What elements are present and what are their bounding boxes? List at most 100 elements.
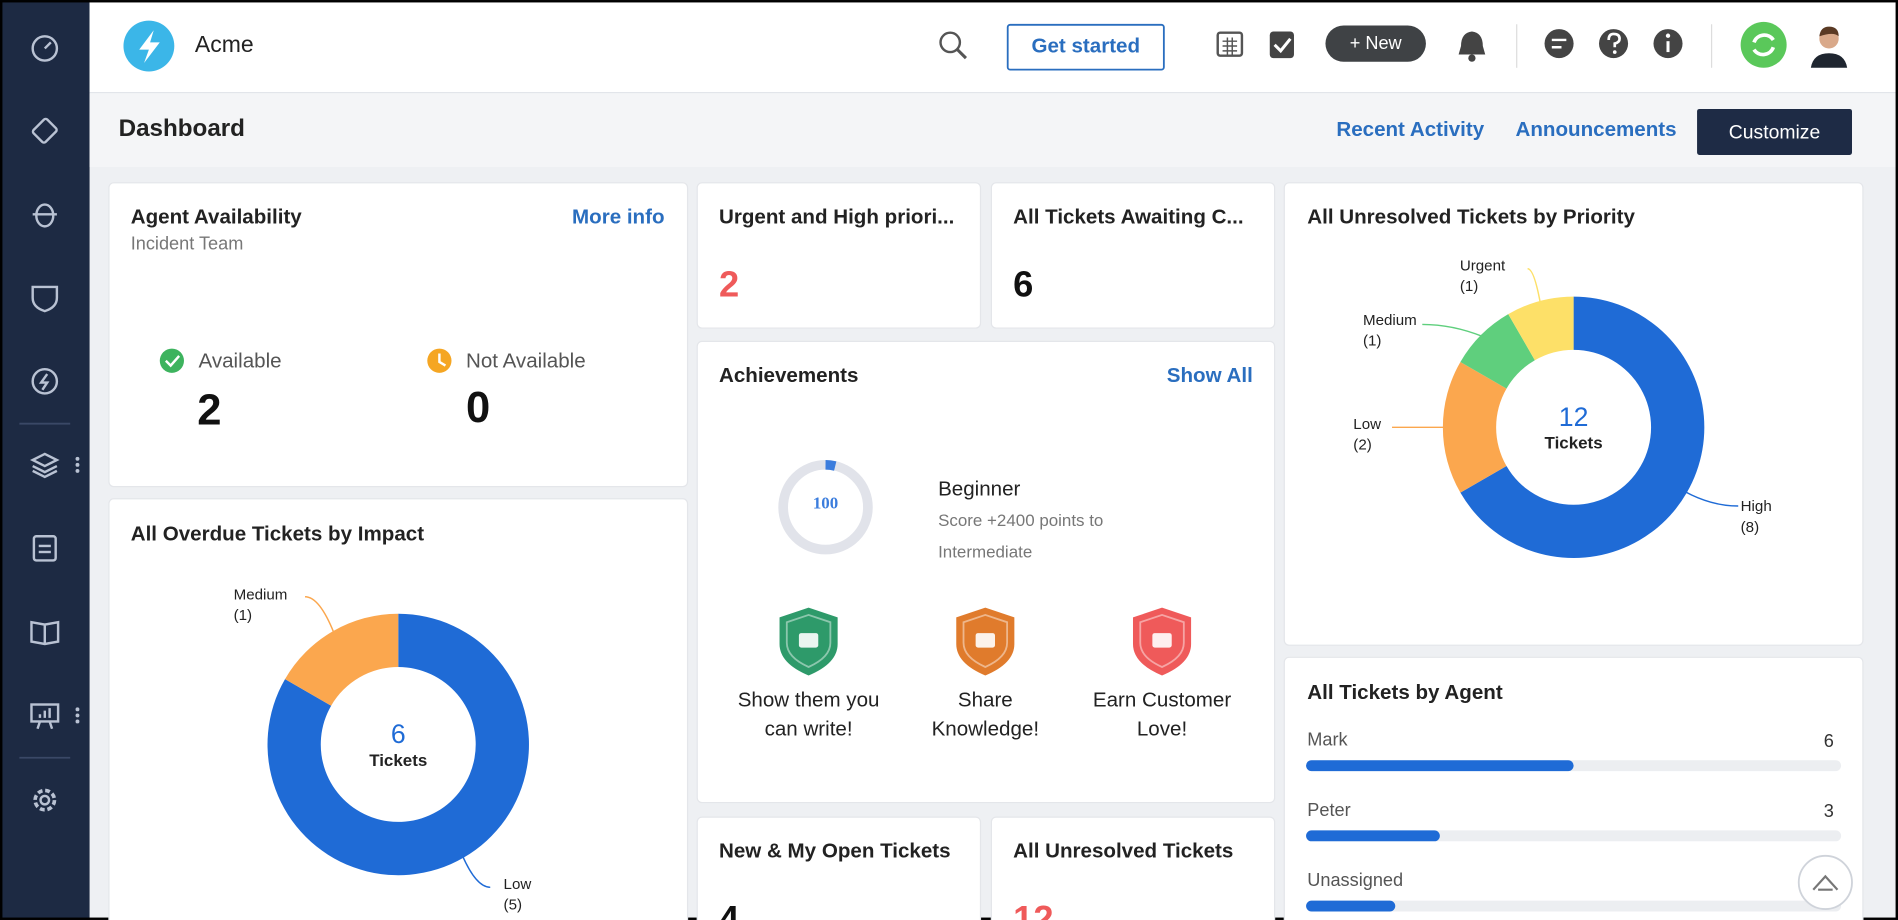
achievement-badge-label: can write!	[765, 717, 853, 740]
kebab-dot[interactable]	[75, 719, 80, 724]
ticket-count: 4	[719, 898, 739, 920]
donut-leader	[461, 855, 491, 889]
agent-bar-track	[1306, 830, 1842, 842]
get-started-label: Get started	[1032, 35, 1141, 58]
agent-bar	[1306, 830, 1440, 842]
achievement-badge-label: Share	[958, 688, 1013, 711]
agent-name: Mark	[1307, 730, 1348, 750]
help-icon-mark	[1607, 32, 1621, 48]
achievement-badge-inner	[785, 613, 832, 668]
donut-segment	[1460, 296, 1705, 559]
ticket-count: 2	[719, 263, 739, 304]
card-link[interactable]: More info	[572, 205, 665, 228]
new-button-label: + New	[1350, 33, 1403, 53]
sidebar-icon[interactable]	[32, 203, 57, 228]
kebab-dot[interactable]	[75, 713, 80, 718]
agent-count: 6	[1824, 731, 1834, 751]
donut-total: 6	[391, 719, 406, 749]
kebab-dot[interactable]	[75, 462, 80, 467]
donut-value-label: (8)	[1741, 519, 1760, 536]
brand-logo-bolt	[139, 30, 160, 63]
achievement-badge-inner	[1139, 613, 1185, 668]
achievement-progress: Intermediate	[938, 543, 1032, 562]
donut-label: Low	[1353, 416, 1381, 433]
achievement-badge-label: Earn Customer	[1093, 688, 1231, 711]
card-title: All Tickets Awaiting C...	[1013, 205, 1243, 228]
sidebar-icon[interactable]	[30, 620, 60, 646]
get-started-button[interactable]	[1006, 23, 1165, 71]
sidebar-icon[interactable]	[31, 35, 59, 62]
notification-bell[interactable]	[1458, 31, 1486, 55]
calendar-icon-grid	[1222, 37, 1238, 55]
donut-label: High	[1741, 498, 1772, 515]
checklist-icon[interactable]	[1269, 31, 1294, 59]
card	[990, 816, 1276, 920]
icon-shape	[31, 368, 59, 395]
donut-leader	[1684, 490, 1739, 507]
sidebar-icon[interactable]	[31, 285, 59, 313]
sidebar-icon[interactable]	[31, 117, 58, 144]
header-link[interactable]: Announcements	[1515, 118, 1676, 141]
card	[696, 816, 982, 920]
sidebar-icon[interactable]	[32, 535, 57, 562]
calendar-icon[interactable]	[1216, 31, 1244, 57]
icon-shape	[38, 373, 50, 391]
icon-shape	[39, 794, 51, 806]
achievement-badge-label: Knowledge!	[932, 717, 1039, 740]
user-avatar-hair	[1819, 26, 1839, 37]
icon-shape	[30, 620, 60, 646]
search-icon[interactable]	[939, 31, 962, 54]
donut-leader	[304, 596, 335, 634]
achievement-badge-inner	[962, 613, 1009, 668]
achievement-level: Beginner	[938, 478, 1020, 501]
kebab-dot[interactable]	[75, 456, 80, 461]
header-link[interactable]: Recent Activity	[1336, 118, 1484, 141]
kebab-dot[interactable]	[75, 707, 80, 712]
achievement-badge-emblem	[1152, 633, 1172, 648]
status-icon[interactable]	[1740, 21, 1787, 68]
card	[696, 340, 1276, 804]
achievement-badge-emblem	[798, 633, 819, 648]
chat-icon[interactable]	[1544, 29, 1574, 59]
sidebar-icon[interactable]	[30, 703, 60, 730]
icon-shape	[36, 708, 54, 730]
icon-shape	[32, 535, 57, 562]
icon-shape	[33, 788, 57, 812]
donut-segment	[1508, 296, 1574, 361]
status-icon-symbol	[1752, 33, 1776, 57]
scroll-top-chevron	[1812, 874, 1839, 891]
donut-label: Low	[504, 876, 532, 893]
donut-value-label: (5)	[504, 896, 522, 913]
scroll-top-button[interactable]	[1797, 854, 1853, 910]
card-title: Achievements	[719, 364, 858, 387]
card-link[interactable]: Show All	[1167, 364, 1253, 387]
sidebar-icon[interactable]	[29, 452, 60, 479]
availability-count: 0	[466, 384, 490, 432]
donut-value-label: (1)	[234, 607, 252, 624]
icon-shape	[30, 703, 60, 723]
donut-segment	[285, 613, 399, 706]
card-title: Agent Availability	[131, 205, 303, 228]
card	[1283, 182, 1864, 646]
donut-segment	[267, 613, 529, 876]
not-available-icon-hands	[438, 353, 447, 367]
donut-value-label: (1)	[1460, 278, 1479, 295]
search-icon-handle	[956, 48, 968, 60]
sidebar-icon[interactable]	[31, 368, 59, 395]
donut-label: Urgent	[1460, 257, 1506, 274]
kebab-dot[interactable]	[75, 468, 80, 473]
achievement-badge-emblem	[975, 633, 995, 648]
customize-button[interactable]	[1697, 108, 1853, 155]
donut-label: Medium	[1363, 312, 1417, 329]
ticket-count: 6	[1013, 263, 1033, 304]
sidebar-icon[interactable]	[33, 788, 57, 812]
ticket-count: 12	[1013, 898, 1053, 920]
icon-shape	[31, 117, 58, 144]
donut-leader	[1422, 323, 1484, 338]
agent-bar-track	[1306, 900, 1842, 912]
new-button[interactable]	[1325, 25, 1426, 62]
availability-label: Available	[199, 349, 282, 372]
